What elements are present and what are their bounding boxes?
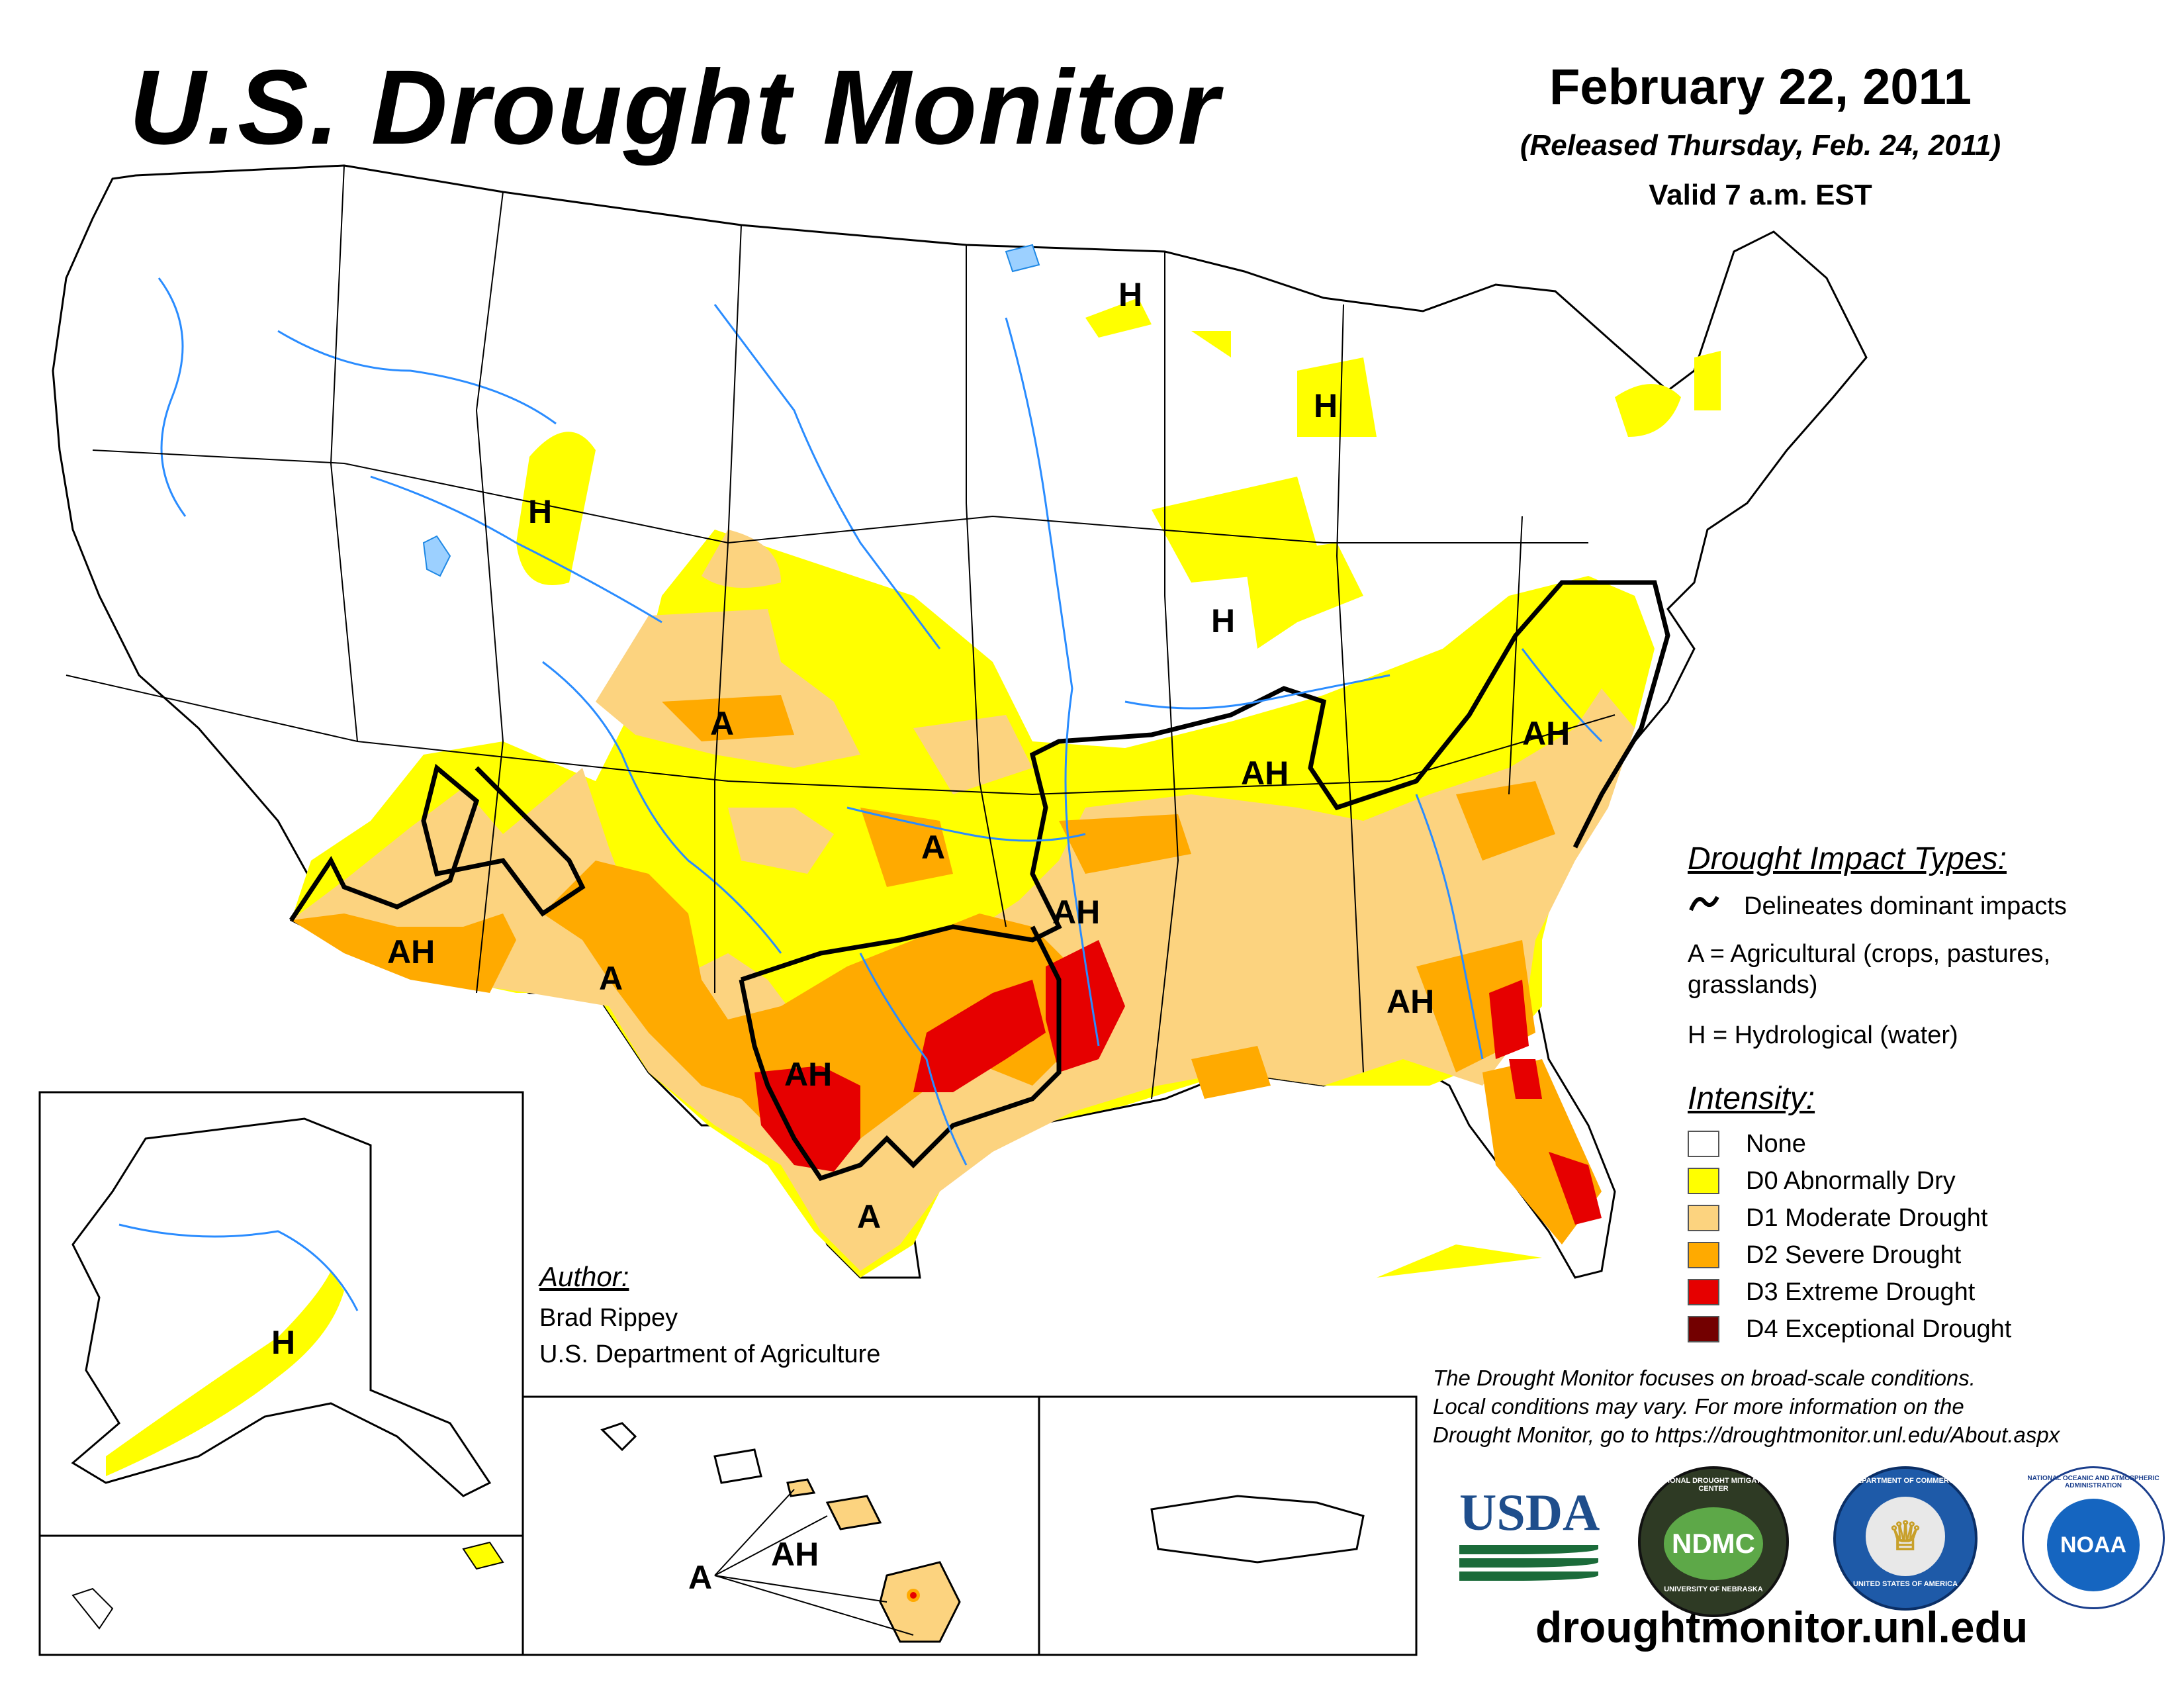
- commerce-ring-top: DEPARTMENT OF COMMERCE: [1851, 1477, 1960, 1485]
- impact-legend-delineates: Delineates dominant impacts: [1744, 892, 2067, 920]
- puerto-rico: [1150, 1495, 1365, 1564]
- valid-time: Valid 7 a.m. EST: [1649, 179, 1872, 211]
- map-label-a-nm: A: [599, 960, 623, 997]
- map-label-h-ak: H: [271, 1324, 295, 1361]
- water-bodies: [422, 244, 1040, 577]
- legend-item-d2: D2 Severe Drought: [1688, 1237, 2011, 1274]
- legend-swatch: [1688, 1242, 1719, 1268]
- d2-regions: [291, 695, 1602, 1244]
- legend-label: D1 Moderate Drought: [1746, 1203, 1988, 1232]
- map-label-a-stx: A: [857, 1198, 881, 1235]
- ndmc-ring-top: NATIONAL DROUGHT MITIGATION CENTER: [1653, 1477, 1774, 1493]
- impact-legend-heading: Drought Impact Types:: [1688, 841, 2007, 876]
- eagle-shield-icon: ♕: [1888, 1514, 1923, 1558]
- impact-legend-agricultural: A = Agricultural (crops, pastures,: [1688, 940, 2051, 968]
- usda-logo-text: USDA: [1459, 1483, 1600, 1541]
- legend-label: D3 Extreme Drought: [1746, 1278, 1976, 1306]
- legend-item-d4: D4 Exceptional Drought: [1688, 1311, 2011, 1348]
- map-label-ah-ga: AH: [1387, 983, 1434, 1020]
- rivers: [158, 277, 1603, 1166]
- impact-legend-hydrological: H = Hydrological (water): [1688, 1021, 1958, 1049]
- ndmc-ring-bottom: UNIVERSITY OF NEBRASKA: [1664, 1585, 1763, 1593]
- legend-swatch: [1688, 1205, 1719, 1231]
- map-label-a-ok: A: [921, 829, 945, 866]
- impact-lines: [289, 580, 1670, 1182]
- disclaimer-line: Drought Monitor, go to https://droughtmo…: [1433, 1423, 2060, 1447]
- map-label-h-wy: H: [528, 493, 552, 530]
- usda-logo: USDA: [1459, 1483, 1600, 1589]
- legend-label: D2 Severe Drought: [1746, 1241, 1962, 1269]
- map-label-ah-ky: AH: [1241, 755, 1289, 792]
- inset-frames: [38, 1091, 1418, 1656]
- legend-swatch: [1688, 1279, 1719, 1305]
- legend-swatch: [1688, 1168, 1719, 1194]
- commerce-ring-bottom: UNITED STATES OF AMERICA: [1852, 1580, 1958, 1588]
- impact-legend-agricultural-cont: grasslands): [1688, 971, 1818, 999]
- legend-item-d3: D3 Extreme Drought: [1688, 1274, 2011, 1311]
- disclaimer-line: The Drought Monitor focuses on broad-sca…: [1433, 1366, 1976, 1390]
- map-date: February 22, 2011: [1549, 59, 1972, 115]
- ndmc-logo-text: NDMC: [1672, 1528, 1755, 1559]
- legend-label: D4 Exceptional Drought: [1746, 1315, 2012, 1343]
- ndmc-logo: NATIONAL DROUGHT MITIGATION CENTER NDMC …: [1638, 1466, 1789, 1617]
- noaa-ring: NATIONAL OCEANIC AND ATMOSPHERIC ADMINIS…: [2027, 1475, 2160, 1489]
- map-label-h-upper-mi: H: [1118, 276, 1142, 313]
- map-label-a-co: A: [710, 705, 734, 742]
- legend-label: None: [1746, 1129, 1806, 1158]
- d3-regions: [754, 940, 1602, 1225]
- legend-swatch: [1688, 1316, 1719, 1342]
- legend-item-d1: D1 Moderate Drought: [1688, 1199, 2011, 1237]
- legend-swatch: [1688, 1131, 1719, 1157]
- release-date: (Released Thursday, Feb. 24, 2011): [1520, 129, 2001, 162]
- map-label-ah-ar: AH: [1052, 894, 1100, 931]
- legend-item-d0: D0 Abnormally Dry: [1688, 1162, 2011, 1199]
- map-label-ah-va: AH: [1522, 715, 1570, 752]
- author-name: Brad Rippey: [539, 1304, 678, 1332]
- map-label-ah-tx: AH: [784, 1056, 832, 1093]
- map-label-ah-az: AH: [387, 933, 435, 970]
- map-label-h-mi: H: [1314, 387, 1338, 424]
- alaska-inset: [71, 1117, 504, 1630]
- legend-label: D0 Abnormally Dry: [1746, 1166, 1956, 1195]
- disclaimer-line: Local conditions may vary. For more info…: [1433, 1394, 1964, 1419]
- state-borders: [66, 165, 1615, 1100]
- map-label-a-hi: A: [688, 1559, 712, 1596]
- footer-url[interactable]: droughtmonitor.unl.edu: [1535, 1603, 2028, 1652]
- noaa-logo-text: NOAA: [2060, 1532, 2127, 1558]
- intensity-legend: None D0 Abnormally Dry D1 Moderate Droug…: [1688, 1125, 2011, 1348]
- disclaimer: The Drought Monitor focuses on broad-sca…: [1433, 1364, 2174, 1449]
- map-label-h-il: H: [1211, 602, 1235, 639]
- commerce-logo: DEPARTMENT OF COMMERCE ♕ UNITED STATES O…: [1833, 1466, 1978, 1611]
- author-org: U.S. Department of Agriculture: [539, 1340, 881, 1368]
- impact-line-icon: [1689, 896, 1719, 912]
- page-title: U.S. Drought Monitor: [129, 48, 1220, 166]
- legend-item-none: None: [1688, 1125, 2011, 1162]
- intensity-legend-heading: Intensity:: [1688, 1081, 1815, 1116]
- author-heading: Author:: [539, 1261, 629, 1292]
- hawaii-inset: [600, 1422, 961, 1643]
- noaa-logo: NATIONAL OCEANIC AND ATMOSPHERIC ADMINIS…: [2022, 1466, 2165, 1609]
- map-label-ah-hi: AH: [771, 1536, 819, 1573]
